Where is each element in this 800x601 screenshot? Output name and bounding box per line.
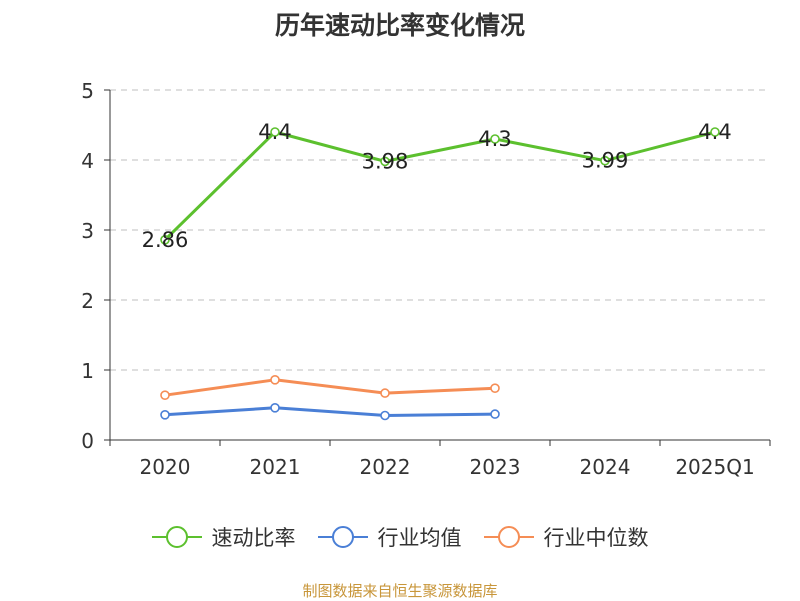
data-point [160,235,170,245]
data-point [270,127,280,137]
data-point [490,383,500,394]
legend-item[interactable]: 速动比率 [151,522,296,552]
x-tick-label: 2020 [140,455,191,479]
y-tick-label: 5 [81,79,94,103]
legend-swatch [317,525,368,549]
x-tick-label: 2022 [360,455,411,479]
data-point [160,409,170,420]
data-point [600,155,610,166]
x-tick-label: 2025Q1 [675,455,754,479]
series-line [164,406,496,417]
y-tick-label: 1 [81,359,94,383]
data-label: 3.99 [582,149,629,173]
series-line [164,378,496,397]
data-label: 2.86 [142,228,189,252]
y-tick-label: 3 [81,219,94,243]
data-point [160,390,170,401]
legend-label: 行业中位数 [543,526,649,550]
legend-label: 行业均值 [377,526,462,550]
data-label: 4.3 [478,127,511,151]
legend-label: 速动比率 [211,526,296,550]
source-note: 制图数据来自恒生聚源数据库 [302,582,498,600]
data-point [710,127,720,137]
data-point [270,402,280,413]
data-point [490,409,500,419]
legend-swatch [483,525,534,549]
x-tick-label: 2023 [470,455,521,479]
legend-marker [331,526,354,548]
data-label: 4.4 [258,120,291,144]
legend-marker [497,526,520,548]
data-label: 3.98 [362,149,409,173]
legend-swatch [151,525,202,549]
legend-item[interactable]: 行业中位数 [483,522,649,552]
y-tick-label: 4 [81,149,94,173]
data-point [380,156,390,167]
data-point [270,374,280,385]
data-point [380,388,390,398]
y-tick-label: 2 [81,289,94,313]
y-tick-label: 0 [81,429,94,453]
x-tick-label: 2024 [580,455,631,479]
series-line [163,130,716,241]
legend: 速动比率 行业均值 行业中位数 [0,519,800,555]
chart-title: 历年速动比率变化情况 [274,11,525,40]
x-tick-label: 2021 [250,455,301,479]
data-label: 4.4 [698,120,731,144]
data-point [380,410,390,421]
legend-item[interactable]: 行业均值 [317,522,462,552]
legend-marker [165,526,188,548]
data-point [490,134,500,144]
